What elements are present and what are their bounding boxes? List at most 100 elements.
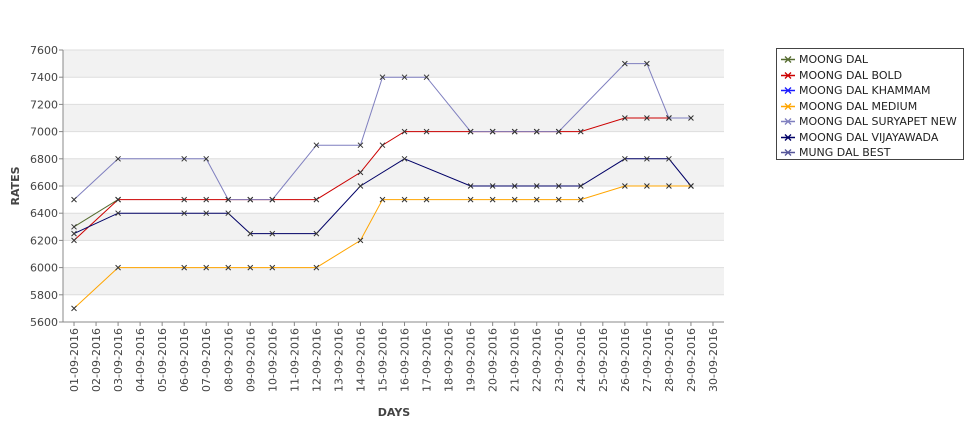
data-point <box>666 115 672 121</box>
x-tick-label: 05-09-2016 <box>156 328 169 392</box>
series-moong-dal-suryapet-new <box>71 60 694 203</box>
data-point <box>467 196 474 203</box>
y-tick-label: 6400 <box>30 207 58 220</box>
data-point <box>71 237 77 244</box>
series-moong-dal-vijayawada <box>71 155 694 237</box>
x-tick-label: 10-09-2016 <box>266 328 279 392</box>
legend-marker-icon <box>781 149 795 156</box>
data-point <box>533 196 540 203</box>
x-tick-label: 18-09-2016 <box>443 328 456 392</box>
x-tick-labels: 01-09-2016 02-09-2016 03-09-2016 04-09-2016… <box>68 328 720 392</box>
legend-marker-icon <box>781 102 795 110</box>
legend-label: MOONG DAL VIJAYAWADA <box>799 130 939 144</box>
data-point <box>401 74 408 81</box>
data-point <box>401 196 408 203</box>
axes <box>59 49 724 326</box>
data-point <box>181 210 188 217</box>
data-point <box>555 183 562 189</box>
x-tick-label: 28-09-2016 <box>663 328 676 392</box>
data-point <box>225 264 232 271</box>
data-point <box>511 128 518 135</box>
series-line <box>73 199 119 228</box>
x-tick-label: 15-09-2016 <box>376 328 389 392</box>
data-point <box>313 142 320 149</box>
series-line <box>73 158 692 235</box>
plot-band <box>63 158 724 186</box>
data-point <box>489 183 496 189</box>
x-axis-title: DAYS <box>378 406 411 419</box>
data-point <box>511 196 518 203</box>
legend-item: MOONG DAL SURYAPET NEW <box>781 114 957 129</box>
x-tick-label: 09-09-2016 <box>244 328 257 392</box>
legend-marker-icon <box>781 56 795 63</box>
plot-band <box>63 104 724 132</box>
legend-label: MOONG DAL BOLD <box>799 68 903 82</box>
x-tick-label: 07-09-2016 <box>200 328 213 392</box>
series-moong-dal-medium <box>71 183 694 312</box>
x-tick-label: 08-09-2016 <box>222 328 235 392</box>
data-point <box>71 223 77 230</box>
data-point <box>379 196 386 203</box>
legend-marker-icon <box>781 133 795 141</box>
x-tick-label: 12-09-2016 <box>310 328 323 392</box>
y-tick-label: 7600 <box>30 44 58 57</box>
legend-label: MUNG DAL BEST <box>799 146 891 159</box>
x-tick-label: 26-09-2016 <box>619 328 632 392</box>
plot-band <box>63 240 724 268</box>
data-point <box>467 183 474 189</box>
data-point <box>115 196 121 203</box>
plot-band <box>63 131 724 159</box>
y-tick-label: 6800 <box>30 153 58 166</box>
data-point <box>621 155 628 162</box>
legend-label: MOONG DAL KHAMMAM <box>799 84 931 97</box>
y-tick-label: 5600 <box>30 316 58 329</box>
data-point <box>225 196 232 203</box>
data-point <box>688 115 694 121</box>
data-point <box>401 128 408 135</box>
legend-marker-icon <box>781 71 795 79</box>
data-point <box>666 183 672 189</box>
data-point <box>379 74 386 81</box>
data-point <box>577 183 584 189</box>
data-point <box>269 230 276 237</box>
x-tick-label: 23-09-2016 <box>553 328 566 392</box>
data-point <box>313 196 320 203</box>
data-point <box>621 183 628 189</box>
data-point <box>357 183 364 189</box>
x-tick-label: 20-09-2016 <box>487 328 500 392</box>
y-tick-label: 5800 <box>30 289 58 302</box>
y-tick-labels: 5600 5800 6000 6200 6400 6600 6800 7000 7200 7400… <box>30 44 58 329</box>
data-point <box>401 155 408 162</box>
data-point <box>621 60 628 67</box>
data-point <box>203 155 210 162</box>
y-tick-label: 6200 <box>30 234 58 247</box>
x-tick-label: 04-09-2016 <box>134 328 147 392</box>
x-tick-label: 27-09-2016 <box>641 328 654 392</box>
data-point <box>555 128 562 135</box>
legend-item: MOONG DAL BOLD <box>781 68 902 83</box>
data-point <box>379 142 386 149</box>
x-tick-label: 29-09-2016 <box>685 328 698 392</box>
plot-band <box>63 77 724 105</box>
x-tick-label: 02-09-2016 <box>90 328 103 392</box>
x-tick-label: 11-09-2016 <box>288 328 301 392</box>
y-axis-title: RATES <box>9 166 22 205</box>
data-point <box>71 305 77 312</box>
legend-label: MOONG DAL SURYAPET NEW <box>799 115 957 128</box>
series-layer <box>71 60 694 312</box>
x-tick-label: 17-09-2016 <box>421 328 434 392</box>
data-point <box>577 196 584 203</box>
y-tick-label: 7000 <box>30 126 58 139</box>
legend-item: MOONG DAL VIJAYAWADA <box>781 130 938 145</box>
data-point <box>489 196 496 203</box>
data-point <box>313 230 320 237</box>
legend-item: MOONG DAL <box>781 52 868 67</box>
data-point <box>621 115 628 121</box>
data-point <box>203 210 210 217</box>
data-point <box>181 155 188 162</box>
data-point <box>423 196 430 203</box>
legend-marker-icon <box>781 87 795 94</box>
data-point <box>313 264 320 271</box>
x-tick-label: 01-09-2016 <box>68 328 81 392</box>
